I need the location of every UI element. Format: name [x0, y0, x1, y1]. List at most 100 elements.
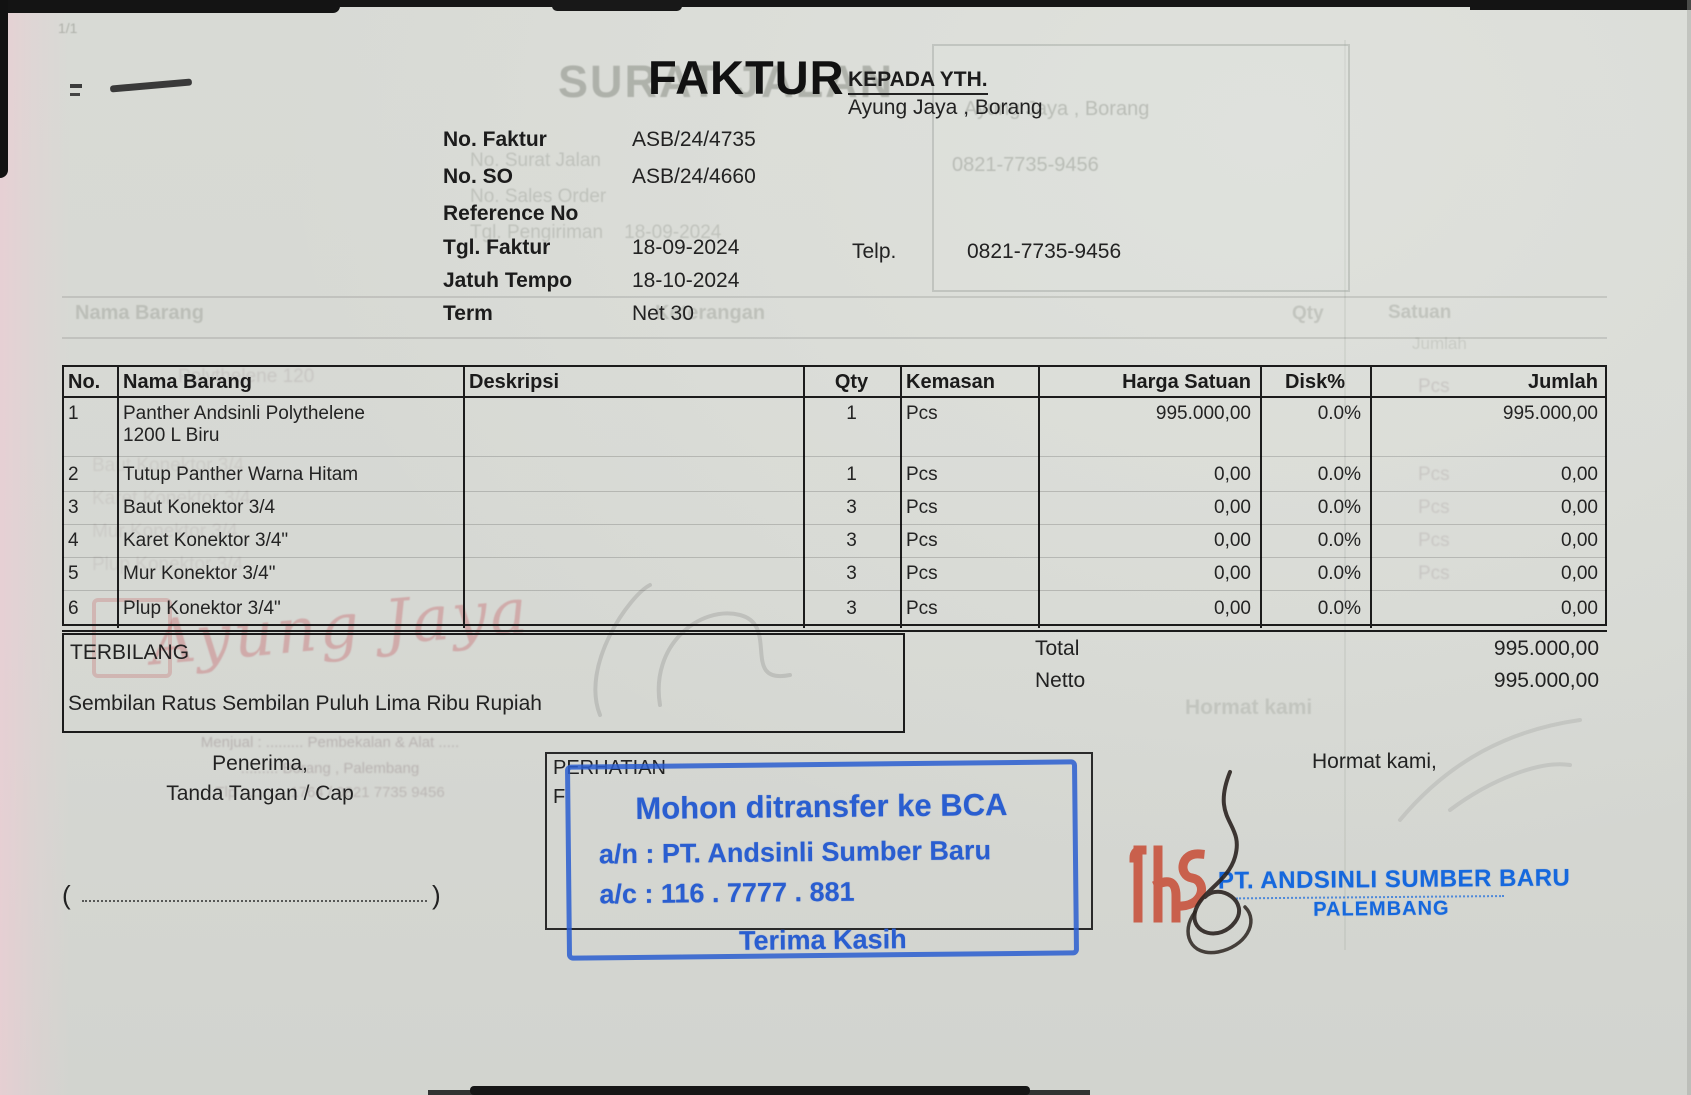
cell-qty: 1 [846, 464, 857, 485]
penerima-line1: Penerima, [212, 752, 308, 775]
cell-no: 2 [68, 464, 79, 485]
ghost-field-2: No. Sales Order [470, 186, 607, 207]
table-vline-6 [1260, 365, 1262, 628]
cell-kemasan: Pcs [906, 497, 938, 518]
table-vline-2 [463, 365, 465, 628]
handwritten-signature [1186, 770, 1253, 955]
col-header-disk: Disk% [1284, 371, 1346, 393]
ghost-title: SURAT JALAN [558, 56, 895, 107]
row-separator [62, 456, 1607, 457]
cell-disk: 0.0% [1317, 563, 1361, 584]
table-vline-4 [900, 365, 902, 628]
recipient-name: Ayung Jaya , Borang [848, 96, 1043, 119]
terbilang-text: Sembilan Ratus Sembilan Puluh Lima Ribu … [68, 692, 542, 715]
row-separator [62, 557, 1607, 558]
field-label-no-so: No. SO [443, 165, 514, 188]
cell-no: 4 [68, 530, 79, 551]
table-vline-1 [117, 365, 119, 628]
item-name-line1: Panther Andsinli Polythelene [123, 403, 365, 424]
cell-nama: Panther Andsinli Polythelene 1200 L Biru [117, 401, 463, 449]
ghost-recipient-name: Ayung Jaya , Borang [964, 98, 1150, 120]
ghost-row-frag-0: Polythelene 120 [178, 366, 315, 387]
cell-deskripsi [463, 495, 803, 521]
table-row: 1 Panther Andsinli Polythelene 1200 L Bir… [62, 401, 1607, 449]
table-row: 4 Karet Konektor 3/4" 3 Pcs 0,00 0.0% 0,… [62, 528, 1607, 554]
ghost-pcs-5: Pcs [1418, 563, 1450, 584]
terbilang-label: TERBILANG [70, 641, 190, 664]
cell-nama: Tutup Panther Warna Hitam [123, 464, 359, 485]
field-value-no-so: ASB/24/4660 [632, 165, 756, 188]
scan-edge-top-bump-left [0, 0, 340, 13]
field-label-tgl-faktur: Tgl. Faktur [443, 236, 551, 259]
table-row: 6 Plup Konektor 3/4" 3 Pcs 0,00 0.0% 0,0… [62, 596, 1607, 622]
ghost-header-satuan: Satuan [1388, 302, 1452, 323]
cell-harga: 0,00 [1214, 497, 1251, 518]
bank-stamp-line4: Terima Kasih [738, 924, 907, 956]
cell-jumlah: 0,00 [1561, 530, 1598, 551]
cell-kemasan: Pcs [906, 563, 938, 584]
row-separator [62, 524, 1607, 525]
ghost-strip-line-bottom [62, 337, 1607, 339]
recipient-telp-label: Telp. [852, 240, 897, 263]
ghost-logo-box [92, 598, 172, 678]
ghost-row-frag-4: Plup Konektor 3/4 [92, 554, 244, 575]
cell-jumlah: 0,00 [1561, 563, 1598, 584]
ghost-row-frag-3: Mur Konektor 3/4 [92, 521, 238, 542]
cell-no: 3 [68, 497, 79, 518]
signature-paren-close: ) [432, 880, 441, 910]
ghost-address-3: Tlp : .... .... 1764 / 0821 7735 9456 [215, 784, 445, 801]
ghost-field-1: No. Surat Jalan [470, 150, 601, 171]
ghost-pen-scribble-center [593, 583, 792, 717]
row-separator [62, 590, 1607, 591]
col-header-nama-barang: Nama Barang [123, 371, 252, 393]
scan-edge-top-bump-right [1470, 0, 1691, 10]
col-header-jumlah: Jumlah [1527, 371, 1598, 393]
cell-qty: 3 [846, 563, 857, 584]
company-stamp-city: PALEMBANG [1313, 897, 1450, 921]
cell-qty: 1 [846, 403, 857, 424]
cell-disk: 0.0% [1317, 598, 1361, 619]
table-row: 2 Tutup Panther Warna Hitam 1 Pcs 0,00 0… [62, 462, 1607, 488]
scan-edge-top [0, 0, 1691, 7]
bank-transfer-stamp: Mohon ditransfer ke BCA a/n : PT. Andsin… [564, 759, 1080, 961]
cell-qty: 3 [846, 530, 857, 551]
field-label-term: Term [443, 302, 493, 325]
ghost-header-keterangan: Keterangan [655, 302, 766, 324]
field-value-term: Net 30 [632, 302, 694, 325]
field-label-jatuh-tempo: Jatuh Tempo [443, 269, 573, 292]
perhatian-label: PERHATIAN [553, 757, 666, 779]
table-row: 3 Baut Konektor 3/4 3 Pcs 0,00 0.0% 0,00 [62, 495, 1607, 521]
ghost-recipient-box [932, 44, 1350, 292]
ghost-recipient-telp: 0821-7735-9456 [952, 154, 1099, 176]
cell-harga: 0,00 [1214, 598, 1251, 619]
ghost-pcs-2: Pcs [1418, 464, 1450, 485]
total-value: 995.000,00 [1493, 637, 1599, 660]
perhatian-box [545, 752, 1093, 930]
cell-jumlah: 995.000,00 [1502, 403, 1598, 424]
row-separator [62, 491, 1607, 492]
table-row: 5 Mur Konektor 3/4" 3 Pcs 0,00 0.0% 0,00 [62, 561, 1607, 587]
scan-edge-bottom-band2 [428, 1090, 1090, 1095]
penerima-line2: Tanda Tangan / Cap [166, 782, 354, 805]
cell-deskripsi [463, 462, 803, 488]
company-monogram-logo [1129, 845, 1206, 923]
pen-mark-dot1 [70, 84, 82, 88]
cell-kemasan: Pcs [906, 530, 938, 551]
cell-jumlah: 0,00 [1561, 598, 1598, 619]
cell-no: 1 [68, 403, 79, 424]
col-header-no: No. [68, 371, 101, 393]
col-header-qty: Qty [834, 371, 869, 393]
table-bottom-double-line [62, 630, 1607, 632]
ghost-row-frag-1: Baut Konektor 3/4 [92, 455, 245, 476]
item-name-line2: 1200 L Biru [123, 425, 220, 446]
cell-harga: 0,00 [1214, 563, 1251, 584]
cell-disk: 0.0% [1317, 530, 1361, 551]
col-header-kemasan: Kemasan [906, 371, 995, 393]
table-header-row: No. Nama Barang Deskripsi Qty Kemasan Ha… [62, 369, 1607, 396]
field-value-tgl-faktur: 18-09-2024 [632, 236, 740, 259]
field-label-no-faktur: No. Faktur [443, 128, 547, 151]
cell-qty: 3 [846, 598, 857, 619]
bank-stamp-line2: a/n : PT. Andsinli Sumber Baru [598, 835, 992, 870]
table-vline-7 [1370, 365, 1372, 628]
